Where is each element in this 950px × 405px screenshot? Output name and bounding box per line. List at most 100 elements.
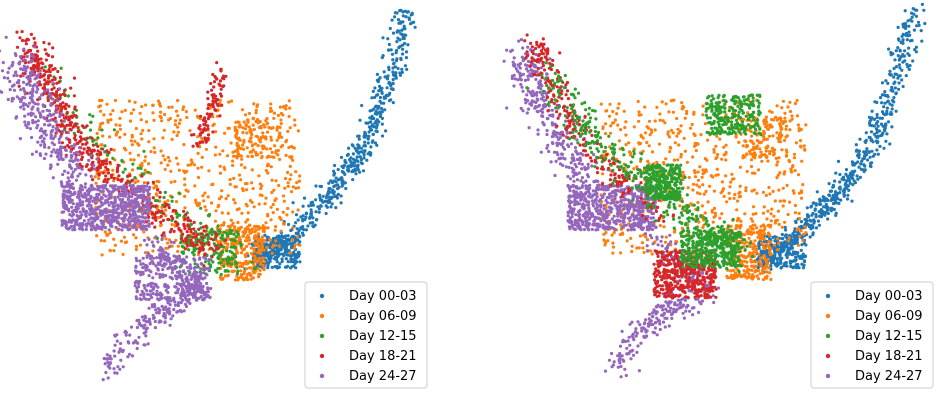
scatter-point xyxy=(86,146,90,150)
scatter-point xyxy=(111,189,115,193)
scatter-point xyxy=(779,265,784,269)
scatter-point xyxy=(75,150,79,155)
scatter-point xyxy=(277,244,281,248)
scatter-point xyxy=(55,130,59,134)
legend-marker xyxy=(319,353,325,359)
scatter-point xyxy=(906,65,910,69)
scatter-point xyxy=(375,72,379,76)
scatter-point xyxy=(290,144,294,149)
scatter-point xyxy=(266,214,270,218)
scatter-point xyxy=(239,269,243,273)
scatter-point xyxy=(177,168,181,172)
scatter-point xyxy=(185,230,189,234)
scatter-point xyxy=(245,267,249,271)
scatter-point xyxy=(130,168,135,172)
scatter-point xyxy=(104,370,108,375)
scatter-point xyxy=(98,189,103,193)
scatter-point xyxy=(241,261,245,266)
scatter-point xyxy=(72,225,76,229)
scatter-point xyxy=(191,144,195,148)
scatter-point xyxy=(841,189,845,193)
scatter-point xyxy=(785,253,789,258)
scatter-point xyxy=(279,111,283,116)
scatter-point xyxy=(360,161,364,166)
scatter-point xyxy=(150,221,154,225)
scatter-point xyxy=(132,233,136,237)
scatter-point xyxy=(80,226,84,230)
scatter-point xyxy=(275,260,279,264)
scatter-point xyxy=(664,102,668,106)
scatter-point xyxy=(260,244,264,249)
scatter-point xyxy=(347,146,351,150)
scatter-point xyxy=(883,113,887,117)
scatter-point xyxy=(71,186,75,190)
scatter-point xyxy=(370,128,374,132)
scatter-point xyxy=(235,208,239,212)
scatter-point xyxy=(794,258,798,262)
scatter-point xyxy=(257,202,261,206)
scatter-point xyxy=(145,184,149,188)
scatter-point xyxy=(205,112,209,116)
scatter-point xyxy=(226,273,230,277)
scatter-point xyxy=(162,195,166,200)
scatter-point xyxy=(260,256,264,260)
scatter-point xyxy=(49,130,53,134)
scatter-point xyxy=(142,149,146,153)
scatter-point xyxy=(292,146,296,150)
scatter-point xyxy=(245,225,249,229)
scatter-point xyxy=(96,207,100,211)
scatter-point xyxy=(78,210,82,214)
scatter-point xyxy=(256,144,260,148)
scatter-point xyxy=(398,38,402,42)
scatter-point xyxy=(364,121,368,125)
scatter-point xyxy=(288,251,292,255)
scatter-point xyxy=(176,125,180,129)
scatter-point xyxy=(72,143,77,147)
scatter-point xyxy=(286,181,290,185)
scatter-point xyxy=(244,262,248,266)
scatter-point xyxy=(89,209,94,213)
scatter-point xyxy=(413,25,417,29)
scatter-point xyxy=(845,186,849,190)
scatter-point xyxy=(43,117,47,121)
scatter-point xyxy=(112,179,116,183)
scatter-point xyxy=(21,74,25,78)
scatter-point xyxy=(262,227,266,231)
scatter-point xyxy=(868,155,872,159)
scatter-point xyxy=(196,175,201,180)
scatter-point xyxy=(304,228,308,232)
scatter-point xyxy=(215,61,219,65)
scatter-point xyxy=(95,217,100,221)
scatter-point xyxy=(869,164,873,169)
scatter-point xyxy=(192,133,196,137)
scatter-point xyxy=(256,118,260,122)
scatter-point xyxy=(69,150,73,154)
scatter-point xyxy=(258,262,263,266)
scatter-point xyxy=(53,76,57,80)
scatter-point xyxy=(148,289,152,293)
scatter-point xyxy=(233,201,237,205)
scatter-point xyxy=(249,136,253,140)
scatter-point xyxy=(630,244,634,248)
scatter-point xyxy=(226,224,231,228)
scatter-point xyxy=(121,252,125,256)
scatter-point xyxy=(146,342,150,346)
scatter-point xyxy=(195,243,199,247)
scatter-point xyxy=(250,260,254,264)
scatter-point xyxy=(613,118,618,122)
scatter-point xyxy=(118,192,122,196)
scatter-point xyxy=(339,201,343,205)
scatter-point xyxy=(264,119,268,123)
scatter-point xyxy=(770,259,774,264)
scatter-point xyxy=(274,151,278,155)
scatter-point xyxy=(762,205,766,209)
scatter-point xyxy=(393,15,397,19)
scatter-point xyxy=(390,18,394,22)
scatter-point xyxy=(313,223,317,227)
scatter-point xyxy=(826,198,830,203)
scatter-point xyxy=(141,266,145,270)
scatter-point xyxy=(76,166,80,170)
scatter-point xyxy=(255,153,260,157)
scatter-point xyxy=(852,179,856,183)
scatter-point xyxy=(105,102,109,106)
